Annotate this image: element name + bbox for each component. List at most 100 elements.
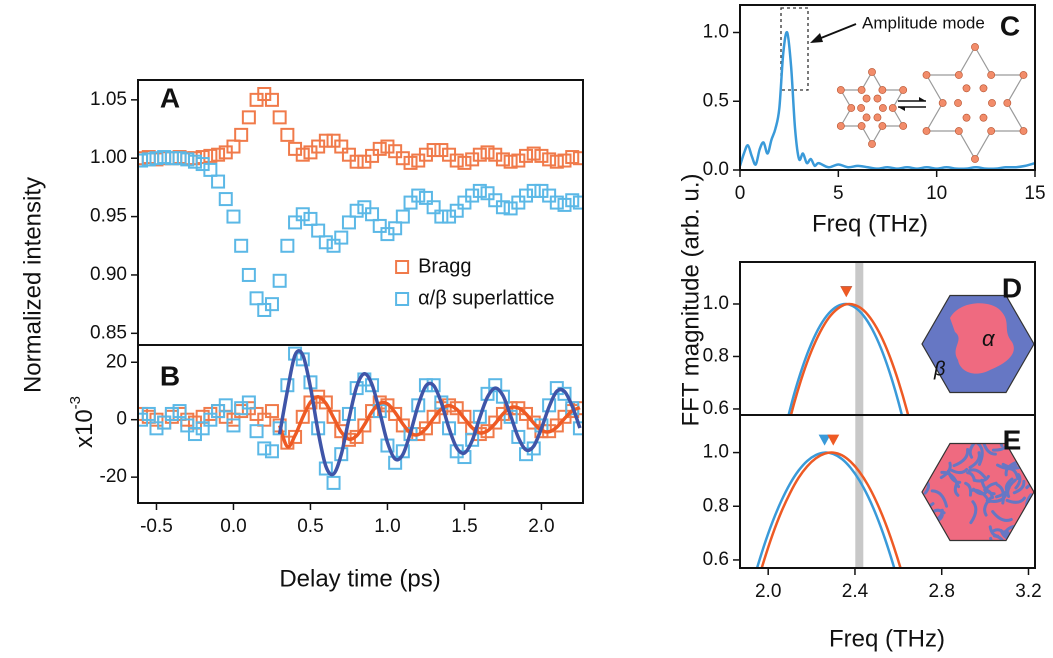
data-point [472,147,487,162]
atom [962,113,971,122]
data-point [526,415,541,430]
atom [836,86,845,94]
y-tick-label: 0.85 [90,322,127,343]
domain-beta [966,471,976,482]
data-point [557,153,572,168]
atom [988,99,996,107]
data-point [488,415,503,430]
data-point [195,150,210,165]
atom [922,71,931,79]
atom [1019,71,1028,79]
inset-label: β [933,358,945,380]
plot-area [138,346,583,490]
x-tick-label: 1.5 [451,516,477,537]
hex-outline [921,442,1035,542]
data-point [141,152,156,167]
y-tick-label: 20 [106,351,127,372]
data-point [480,424,495,439]
data-point [334,230,349,245]
data-point [341,147,356,162]
domain-beta [968,451,981,469]
data-point [280,238,295,253]
data-point [326,409,341,424]
peak-marker [840,286,853,298]
atom [979,84,988,93]
data-point [157,150,172,165]
atom [899,122,908,130]
domain-beta [1025,482,1034,490]
data-point [272,273,287,288]
domain-beta [991,510,1013,522]
data-point [149,151,164,166]
plot-frame [137,344,584,504]
atom [954,71,963,79]
peak-marker [827,434,840,446]
plot-area [138,87,583,317]
domain-beta [976,443,984,466]
data-point [234,127,249,142]
atom [922,127,931,135]
y-tick-label: 1.0 [703,293,729,314]
x-tick-label: 2.0 [528,516,554,537]
x-tick-label: 15 [1024,183,1045,204]
data-point [357,200,372,215]
y-axis-label: x10-3 [67,396,98,448]
data-point [241,267,256,282]
y-tick-label: 1.00 [90,147,127,168]
data-point [395,418,410,433]
domain-beta [952,448,970,468]
domain-beta [932,522,943,541]
data-point [211,147,226,162]
data-point [203,148,218,163]
data-point [164,406,179,421]
data-point [241,110,256,125]
data-point [180,418,195,433]
data-point [426,143,441,158]
data-point [511,429,526,444]
data-point [226,418,241,433]
domain-beta [922,502,935,522]
line [740,30,1035,170]
domain-beta [999,443,1010,448]
y-tick-label: 0 [116,409,127,430]
data-point [488,193,503,208]
data-point [465,152,480,167]
data-point [418,147,433,162]
data-point [418,190,433,205]
data-point [172,404,187,419]
data-point [203,412,218,427]
atom [987,71,996,79]
data-point [388,406,403,421]
atom [879,104,887,112]
atom [878,122,887,130]
data-point [295,207,310,222]
atom [868,68,876,76]
data-point [449,401,464,416]
data-point [226,139,241,154]
data-point [264,297,279,312]
x-tick-label: 0 [735,183,746,204]
data-point [334,139,349,154]
data-point [288,429,303,444]
data-point [457,409,472,424]
insets: αβ [836,43,1035,542]
data-point [403,155,418,170]
y-tick-label: 1.05 [90,89,127,110]
data-point [272,421,287,436]
y-tick-label: 1.0 [703,22,729,43]
plot-area [787,262,910,415]
plot-area [755,415,902,568]
data-point [141,409,156,424]
data-point [472,183,487,198]
data-point [511,195,526,210]
data-point [264,444,279,459]
data-point [526,441,541,456]
data-point [519,406,534,421]
panel-label: D [1002,272,1022,303]
atom [873,94,882,103]
data-point [519,148,534,163]
panel-label: C [1000,10,1020,41]
atom [868,140,876,148]
data-point [380,139,395,154]
